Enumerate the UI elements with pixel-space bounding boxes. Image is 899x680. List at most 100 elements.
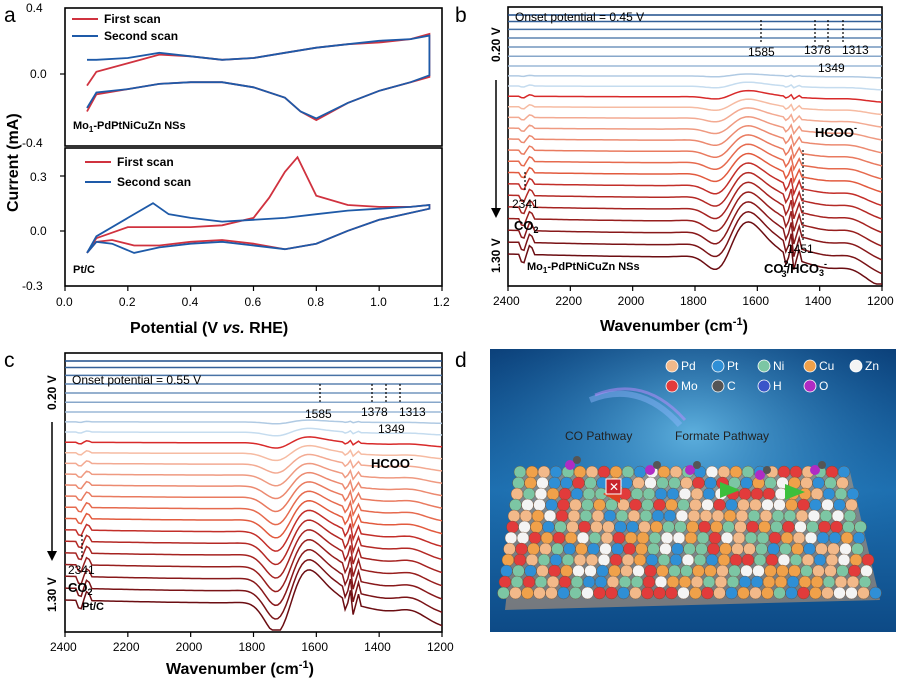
d-atom: [737, 498, 750, 512]
d-atom: [713, 498, 726, 512]
d-atom: [824, 564, 837, 578]
c-curves-spectrum-12: [65, 462, 443, 487]
d-atom: [513, 553, 527, 567]
d-atom: [836, 476, 849, 490]
d-atom: [848, 564, 861, 578]
d-atom: [773, 498, 786, 512]
d-atom: [591, 509, 605, 523]
d-atom: [581, 498, 594, 512]
d-atom: [660, 531, 674, 545]
d-atom: [611, 542, 624, 556]
d-atom: [783, 509, 797, 523]
d-atom: [678, 575, 692, 589]
a-top-ytick-1: 0.0: [30, 67, 47, 81]
d-atom: [566, 520, 579, 534]
a-bot-curves-series-0: [86, 155, 431, 254]
d-atom: [594, 575, 608, 589]
b-curves-spectrum-11: [507, 107, 883, 128]
d-atom: [738, 575, 752, 589]
a-top-legend-second: Second scan: [104, 29, 178, 43]
d-legend-label-pd: Pd: [681, 359, 696, 373]
d-atom: [612, 531, 626, 545]
d-atom: [854, 520, 867, 534]
d-catalyst-slab: [497, 456, 882, 610]
d-atom: [806, 520, 819, 534]
d-atom: [860, 564, 873, 578]
d-atom: [716, 564, 729, 578]
d-atom: [546, 487, 560, 501]
d-atom: [536, 476, 549, 490]
d-atom: [725, 498, 738, 512]
d-atom: [555, 509, 569, 523]
d-legend-swatch-zn: [849, 359, 863, 373]
d-atom: [822, 487, 836, 501]
b-sample-label: Mo1-PdPtNiCuZn NSs: [527, 261, 640, 275]
b-xtick-5: 1400: [805, 294, 832, 308]
d-atom: [845, 498, 858, 512]
b-curves-spectrum-17: [507, 162, 883, 207]
d-atom: [704, 564, 717, 578]
d-atom: [777, 465, 791, 479]
d-atom: [578, 520, 591, 534]
d-atom: [653, 498, 666, 512]
b-carbonate-label: CO2-3/HCO3-: [764, 259, 827, 279]
d-atom: [510, 487, 524, 501]
d-atom: [846, 487, 860, 501]
b-onset-label: Onset potential = 0.45 V: [515, 10, 644, 24]
a-xtick-1: 0.2: [119, 295, 136, 309]
d-atom: [507, 509, 521, 523]
d-atom: [522, 575, 536, 589]
d-legend-swatch-mo: [665, 379, 679, 393]
c-peak-1585: 1585: [305, 407, 332, 421]
d-atom: [776, 564, 789, 578]
d-atom: [698, 520, 711, 534]
d-atom: [797, 586, 810, 600]
d-atom: [732, 531, 746, 545]
d-atom: [798, 487, 812, 501]
d-atom: [668, 564, 681, 578]
b-curves-spectrum-12: [508, 116, 883, 141]
d-atom: [738, 487, 752, 501]
panel-b-label: b: [455, 4, 467, 27]
d-atom: [575, 542, 588, 556]
d-atom: [570, 487, 584, 501]
d-atom: [789, 465, 803, 479]
d-adsorbate-1: [645, 465, 655, 475]
c-onset-label: Onset potential = 0.55 V: [72, 373, 201, 387]
d-atom: [633, 553, 647, 567]
d-atom: [833, 586, 846, 600]
d-atom: [593, 586, 606, 600]
c-curves-spectrum-13: [65, 471, 443, 500]
d-legend-label-o: O: [819, 379, 828, 393]
b-peak-1585: 1585: [748, 45, 775, 59]
c-curves-spectrum-15: [65, 490, 443, 526]
d-atom: [845, 586, 858, 600]
d-legend-label-ni: Ni: [773, 359, 784, 373]
d-formate-arrow-1: [720, 482, 740, 498]
d-atom: [819, 509, 833, 523]
a-xlabel: Potential (V vs. RHE): [130, 320, 288, 337]
d-atom: [705, 553, 719, 567]
d-atom: [668, 476, 681, 490]
d-atom: [554, 520, 567, 534]
d-atom: [573, 465, 587, 479]
a-top-sample-label: Mo1-PdPtNiCuZn NSs: [73, 120, 186, 134]
d-atom: [540, 531, 554, 545]
d-atom: [515, 542, 528, 556]
b-v-top: 0.20 V: [489, 27, 503, 62]
b-xtick-4: 1600: [742, 294, 769, 308]
a-top-ytick-0: 0.4: [26, 1, 43, 15]
c-curves-spectrum-9: [64, 436, 443, 449]
d-atom: [599, 542, 612, 556]
d-atom: [569, 498, 582, 512]
c-xtick-4: 1600: [301, 640, 328, 654]
d-atom: [503, 542, 516, 556]
c-xtick-1: 2200: [113, 640, 140, 654]
d-atom: [512, 564, 525, 578]
d-atom: [644, 476, 657, 490]
d-atom: [812, 476, 825, 490]
d-atom: [665, 498, 678, 512]
d-atom: [648, 531, 662, 545]
d-atom: [576, 531, 590, 545]
d-atom: [630, 487, 644, 501]
